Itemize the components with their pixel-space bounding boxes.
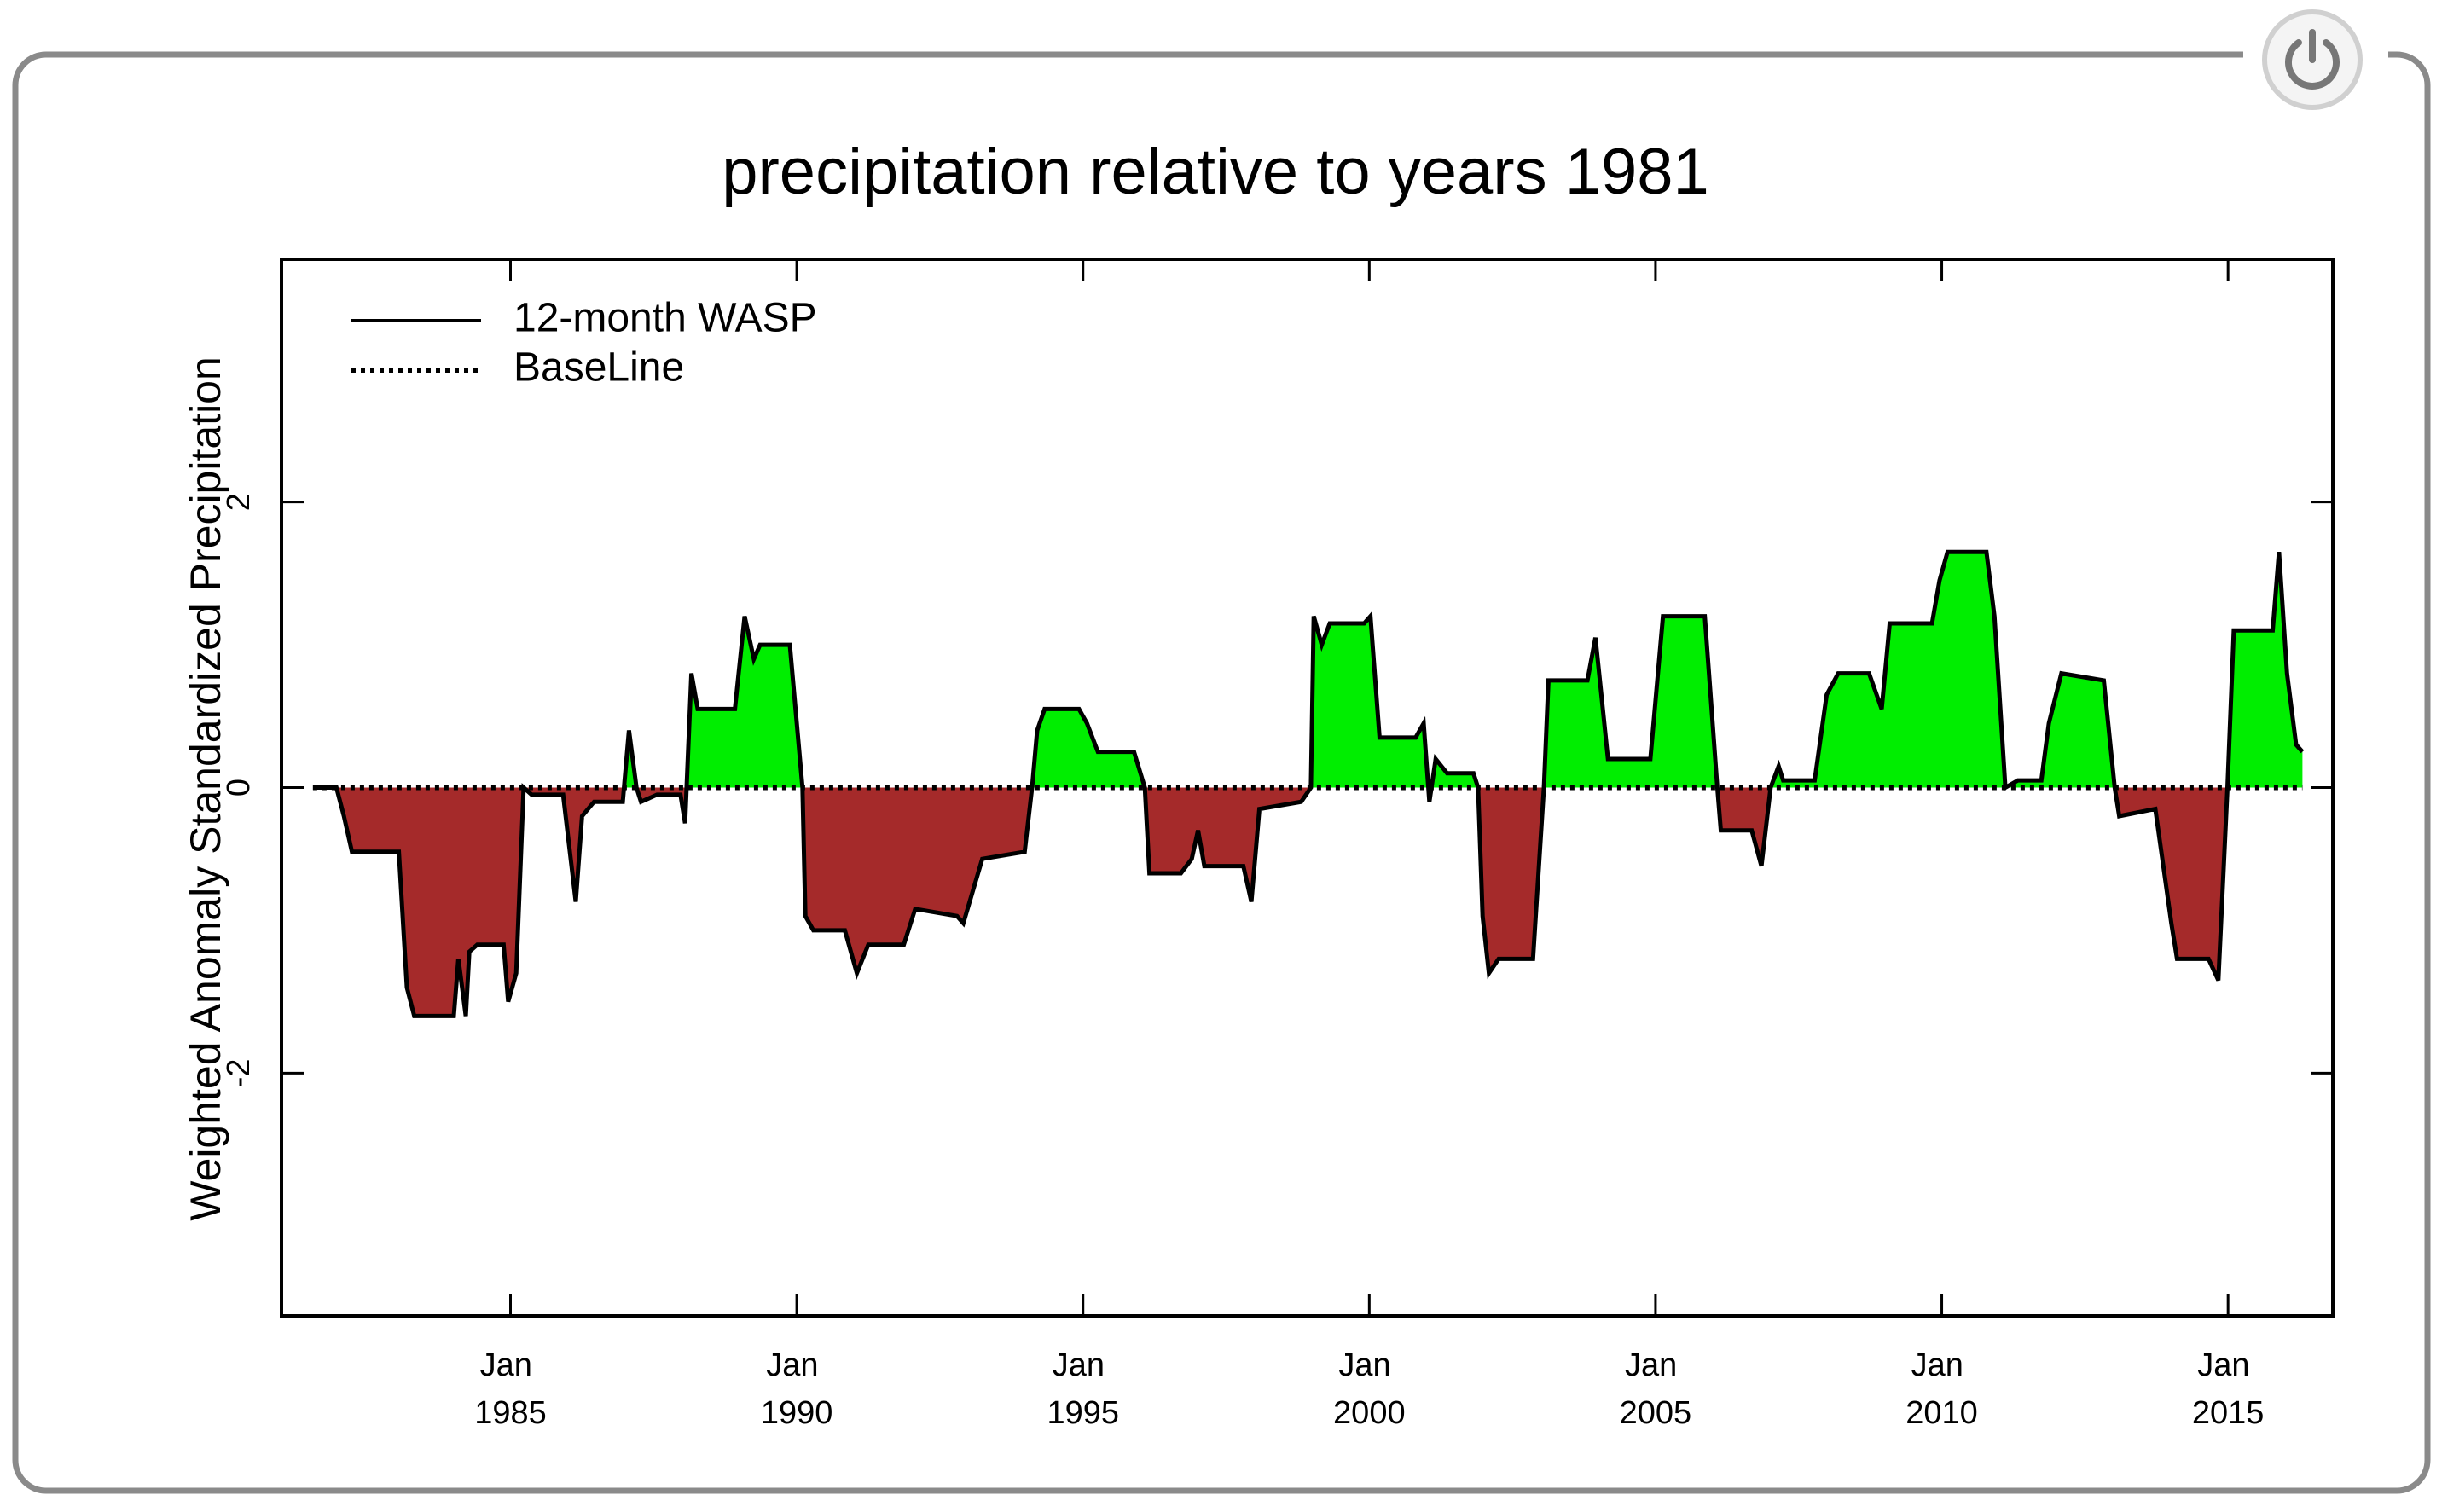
y-tick-label: 2 <box>221 493 257 511</box>
power-button[interactable] <box>2243 9 2388 110</box>
positive-area <box>312 552 2303 788</box>
x-tick-label: Jan 2015 <box>2192 1347 2265 1431</box>
x-tick-label-line: 2010 <box>1905 1395 1978 1431</box>
x-tick-label-line: Jan <box>1053 1347 1114 1383</box>
x-tick-label-line: Jan <box>2197 1347 2259 1383</box>
x-tick-label-line: Jan <box>480 1347 542 1383</box>
x-tick-label: Jan 1985 <box>474 1347 547 1431</box>
plot-frame <box>280 258 2335 1318</box>
x-tick-label-line: 1995 <box>1047 1395 1119 1431</box>
x-tick-label: Jan 2000 <box>1333 1347 1406 1431</box>
legend-label: BaseLine <box>513 345 684 391</box>
frame <box>12 51 2431 1494</box>
x-tick-label-line: 2000 <box>1333 1395 1406 1431</box>
y-tick-label: 0 <box>221 779 257 797</box>
y-tick-label: -2 <box>221 1058 257 1087</box>
x-tick-label-line: 1985 <box>474 1395 547 1431</box>
x-tick-label-line: Jan <box>766 1347 827 1383</box>
x-tick-label: Jan 1990 <box>761 1347 833 1431</box>
y-axis-label: Weighted Anomaly Standardized Precipitat… <box>182 356 229 1221</box>
x-tick-label-line: 2015 <box>2192 1395 2265 1431</box>
x-tick-label: Jan 1995 <box>1047 1347 1119 1431</box>
x-tick-label: Jan 2005 <box>1620 1347 1692 1431</box>
x-tick-label-line: Jan <box>1338 1347 1400 1383</box>
x-tick-label-line: 2005 <box>1620 1395 1692 1431</box>
chart-title: precipitation relative to years 1981 <box>722 136 1709 208</box>
legend-label: 12-month WASP <box>513 296 817 341</box>
x-tick-label-line: 1990 <box>761 1395 833 1431</box>
negative-area <box>312 787 2303 1017</box>
power-icon <box>2285 39 2340 90</box>
x-tick-label-line: Jan <box>1625 1347 1686 1383</box>
x-tick-label-line: Jan <box>1911 1347 1973 1383</box>
x-tick-label: Jan 2010 <box>1905 1347 1978 1431</box>
